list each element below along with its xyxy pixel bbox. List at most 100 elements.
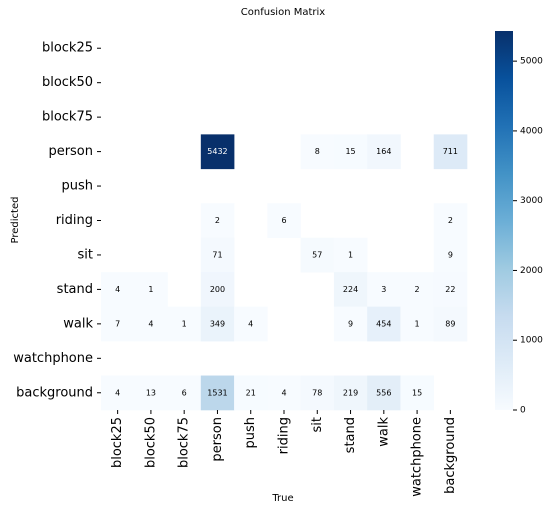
heatmap-cell [101,375,135,411]
cell-label: 4 [115,285,120,294]
heatmap-cell [167,306,202,342]
heatmap-cell [367,306,401,342]
heatmap-cell [300,134,335,170]
cell-label: 164 [376,147,391,156]
heatmap-cell [400,375,435,411]
chart-title: Confusion Matrix [241,7,325,18]
cell-label: 200 [210,285,225,294]
heatmap-cell [333,375,368,411]
y-axis-label: Predicted [10,197,21,244]
colorbar-tick-label: 3000 [520,196,543,206]
heatmap-cell [333,272,368,307]
x-tick-label: background [443,417,458,494]
cell-label: 6 [281,216,286,225]
heatmap-cell [267,203,301,239]
cell-label: 2 [448,216,453,225]
cell-label: 57 [312,250,322,259]
cell-label: 1531 [207,388,227,397]
x-tick-label: walk [376,417,391,447]
heatmap-cell [200,134,235,170]
heatmap-cell [101,306,135,342]
heatmap-cell [200,237,235,273]
heatmap-cell [200,203,235,239]
colorbar-tick-label: 1000 [520,336,543,346]
heatmap-cell [367,272,401,307]
y-tick-label: block25 [42,41,93,56]
y-tick-label: watchphone [13,351,93,366]
x-tick-label: stand [343,417,358,453]
cell-label: 15 [412,388,422,397]
heatmap-cell [333,306,368,342]
x-tick-label: push [243,417,258,449]
y-tick-label: sit [78,247,93,262]
heatmap-cell [333,237,368,273]
colorbar [495,31,513,410]
x-tick-label: block75 [177,417,192,468]
cell-label: 4 [248,319,253,328]
heatmap-cell [333,134,368,170]
cell-label: 1 [415,319,420,328]
cell-label: 3 [381,285,386,294]
heatmap-cell [267,375,301,411]
y-tick-label: push [61,179,93,194]
x-tick-label: riding [277,417,292,454]
heatmap-cell [400,306,435,342]
y-tick-label: riding [56,213,93,228]
y-tick-label: background [16,385,93,400]
cell-label: 6 [182,388,187,397]
x-tick-label: block50 [143,417,158,468]
cell-label: 21 [246,388,256,397]
x-tick-label: block25 [110,417,125,468]
heatmap-cell [433,134,468,170]
heatmap-cell [400,272,435,307]
cell-label: 224 [343,285,358,294]
cell-label: 9 [348,319,353,328]
y-tick-label: stand [57,282,93,297]
heatmap-cell [433,203,468,239]
y-tick-label: walk [63,316,93,331]
cell-label: 89 [445,319,455,328]
cell-label: 454 [376,319,391,328]
cell-label: 71 [212,250,222,259]
colorbar-tick-label: 4000 [520,126,543,136]
heatmap-cell [433,272,468,307]
cell-label: 711 [443,147,458,156]
cell-label: 78 [312,388,322,397]
cell-label: 9 [448,250,453,259]
y-tick-label: block50 [42,75,93,90]
cell-label: 556 [376,388,391,397]
heatmap-cell [167,375,202,411]
cell-label: 5432 [207,147,227,156]
heatmap-cell [134,375,168,411]
x-axis-label: True [271,493,293,504]
cell-label: 13 [146,388,156,397]
cell-label: 349 [210,319,225,328]
cell-label: 22 [445,285,455,294]
cell-label: 7 [115,319,120,328]
heatmap-cell [134,272,168,307]
heatmap-cell [367,134,401,170]
heatmap-cell [300,237,335,273]
heatmap-cell [300,375,335,411]
colorbar-tick-label: 0 [520,406,526,416]
cell-label: 219 [343,388,358,397]
heatmap-cell [234,375,268,411]
x-tick-label: person [210,417,225,462]
heatmap-cell [200,272,235,307]
colorbar-tick-label: 5000 [520,57,543,67]
colorbar-tick-label: 2000 [520,266,543,276]
heatmap-cell [200,375,235,411]
cell-label: 15 [345,147,355,156]
cell-label: 2 [415,285,420,294]
heatmap-cell [200,306,235,342]
x-tick-label: watchphone [410,417,425,497]
heatmap-cell [433,237,468,273]
y-tick-label: block75 [42,110,93,125]
cell-label: 8 [315,147,320,156]
cell-label: 4 [115,388,120,397]
heatmap-cell [234,306,268,342]
x-tick-label: sit [310,417,325,432]
heatmap-cell [101,272,135,307]
heatmap-cell [433,306,468,342]
